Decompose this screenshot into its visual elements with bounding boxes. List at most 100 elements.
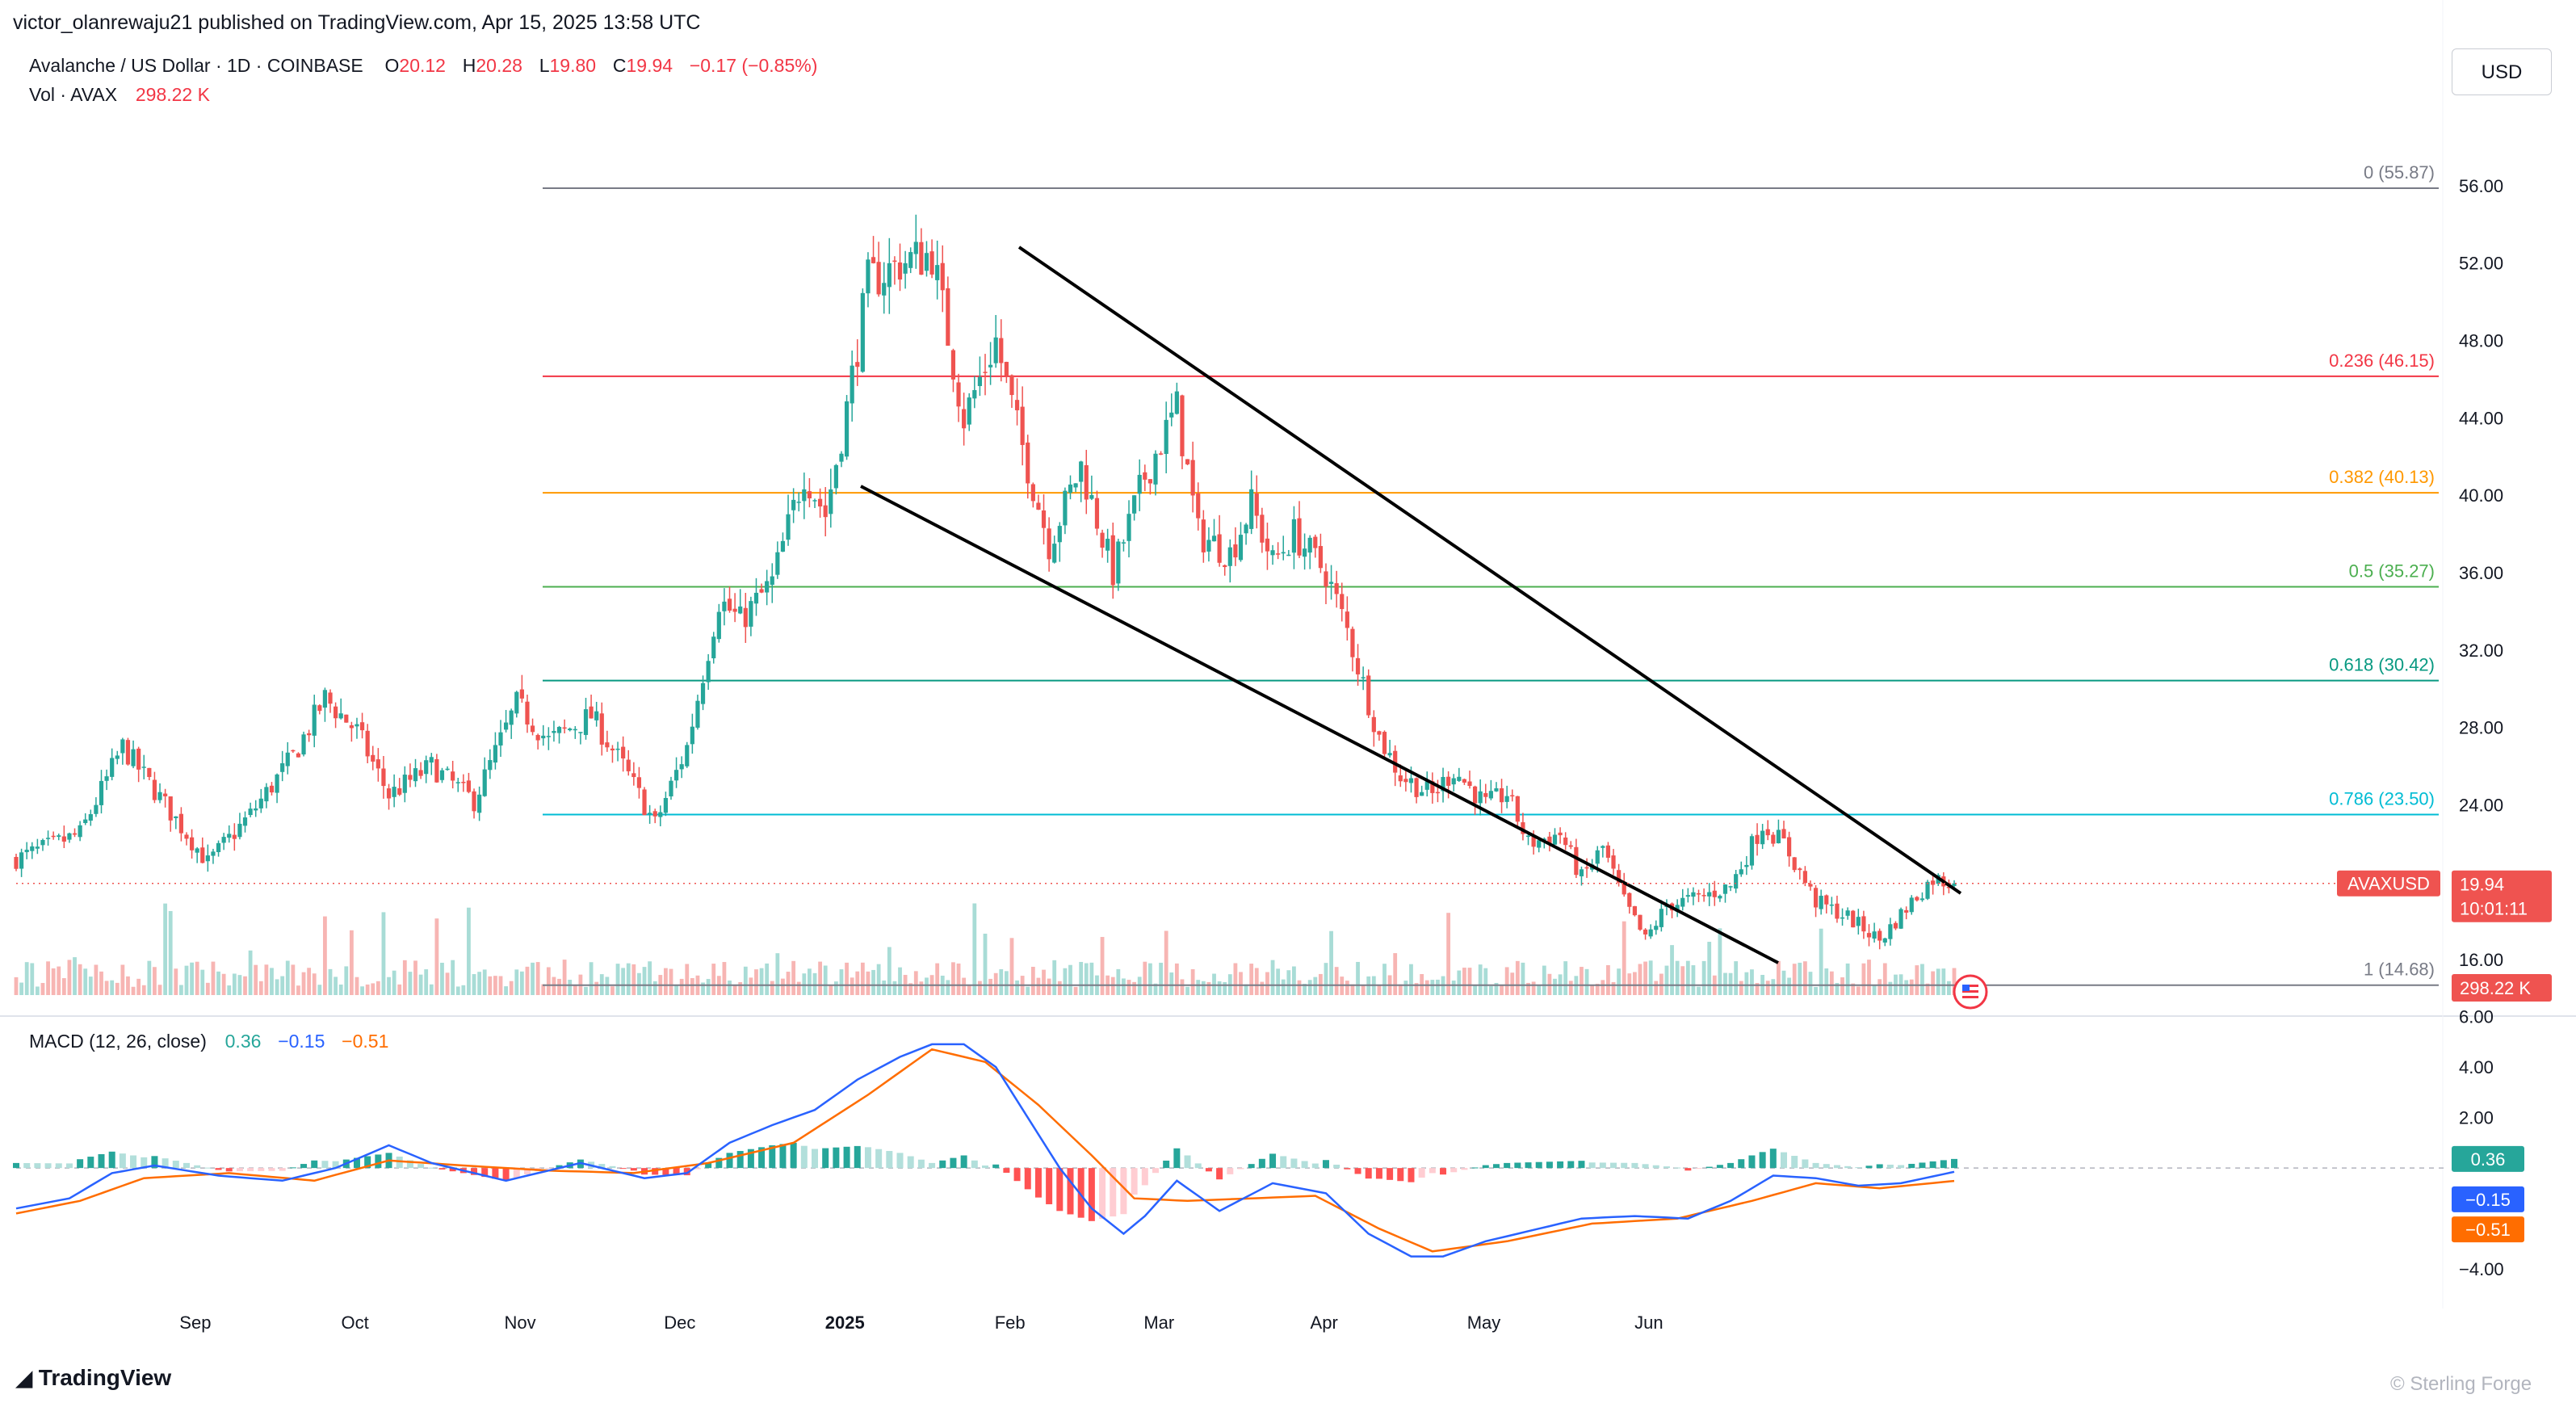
macd-hist-bar [1663, 1166, 1670, 1169]
candle-body [690, 726, 694, 745]
time-tick: Dec [664, 1312, 695, 1333]
macd-hist-bar [162, 1158, 169, 1169]
high-value: 20.28 [476, 55, 522, 76]
candle-body [1542, 838, 1546, 840]
candle-body [727, 598, 732, 611]
volume-bar [1382, 964, 1387, 995]
volume-bar [637, 972, 641, 995]
macd-hist-bar [1802, 1159, 1809, 1169]
candle-body [57, 835, 61, 838]
macd-hist-bar [247, 1168, 254, 1172]
macd-hist-bar [1812, 1162, 1819, 1169]
candle-body [216, 842, 221, 852]
candle-body [1525, 835, 1531, 838]
macd-hist-bar [364, 1156, 371, 1169]
volume-bar [1073, 986, 1078, 995]
macd-hist-bar [1535, 1161, 1542, 1169]
candle-body [1270, 550, 1275, 556]
macd-hist-bar [279, 1168, 286, 1171]
volume-bar [833, 981, 838, 995]
macd-hist-bar [1269, 1153, 1277, 1169]
candle-body [104, 776, 109, 781]
volume-bar [749, 977, 753, 995]
candle-body [1094, 498, 1100, 529]
candle-body [402, 775, 407, 793]
volume-bar [1542, 965, 1546, 995]
candle-body [163, 793, 168, 796]
candle-body [78, 825, 82, 838]
volume-bar [642, 967, 647, 995]
tradingview-logo[interactable]: ◢ TradingView [16, 1365, 171, 1391]
macd-hist-bar [1141, 1168, 1148, 1186]
volume-bar [1617, 968, 1622, 995]
candle-body [1765, 829, 1770, 836]
volume-bar [866, 971, 871, 995]
macd-hist-bar [1333, 1164, 1340, 1169]
candle-body [88, 814, 93, 821]
candle-body [493, 745, 498, 763]
candle-body [1739, 869, 1743, 875]
volume-bar [1750, 969, 1754, 995]
candle-body [716, 611, 721, 640]
volume-bar [999, 969, 1004, 995]
volume-bar [1680, 966, 1685, 995]
candle-body [488, 760, 493, 771]
macd-hist-bar [1621, 1162, 1628, 1169]
price-badges: AVAXUSD 19.94 10:01:11 298.22 K [16, 870, 2552, 1002]
candle-body [1026, 442, 1030, 484]
volume-bar [184, 965, 189, 995]
volume-bar [1100, 937, 1105, 995]
macd-hist-bar [1844, 1166, 1852, 1169]
volume-bar [1084, 963, 1089, 995]
volume-bar [690, 978, 694, 995]
candle-body [30, 846, 35, 851]
volume-label[interactable]: Vol · AVAX [29, 84, 118, 105]
volume-bar [237, 975, 242, 995]
volume-bar [344, 966, 349, 995]
candle-body [1408, 778, 1414, 783]
candle-body [1605, 845, 1611, 858]
volume-bar [1026, 986, 1030, 995]
candle-body [1824, 895, 1829, 905]
volume-bar [701, 982, 705, 995]
symbol-title[interactable]: Avalanche / US Dollar · 1D · COINBASE [29, 55, 363, 76]
volume-bar [892, 981, 897, 995]
volume-bar [1802, 961, 1807, 995]
macd-hist-bar [1886, 1164, 1894, 1169]
volume-bar [1819, 928, 1823, 995]
macd-legend-label[interactable]: MACD (12, 26, close) [29, 1031, 207, 1052]
macd-hist-bar [917, 1159, 925, 1169]
volume-bar [1249, 964, 1254, 995]
us-flag-stripe [1962, 990, 1978, 993]
volume-bar [1952, 968, 1957, 995]
macd-hist-bar [769, 1145, 776, 1169]
volume-bar [19, 982, 23, 995]
fibonacci-retracement[interactable]: 0 (55.87) 0.236 (46.15) 0.382 (40.13) 0.5 (… [543, 162, 2439, 986]
us-flag-stripe [1962, 996, 1978, 998]
candle-body [1483, 792, 1488, 797]
volume-bar [706, 979, 711, 995]
macd-hist-badge-text: 0.36 [2471, 1149, 2506, 1170]
candle-body [418, 770, 423, 776]
candle-body [876, 262, 881, 295]
candle-body [1632, 905, 1637, 916]
candle-body [568, 729, 573, 731]
volume-bar [1824, 968, 1829, 995]
macd-hist-bar [1823, 1164, 1830, 1169]
macd-hist-bar [1769, 1149, 1777, 1169]
currency-button[interactable]: USD [2452, 48, 2552, 95]
candle-body [642, 789, 647, 816]
candle-body [962, 409, 967, 429]
volume-bar [1920, 964, 1924, 995]
candle-body [695, 700, 700, 728]
candles [14, 214, 1957, 950]
candle-body [296, 753, 301, 758]
candle-body [301, 734, 306, 755]
candle-body [232, 834, 237, 839]
time-tick: Feb [995, 1312, 1026, 1333]
time-tick: Oct [342, 1312, 369, 1333]
trendlines[interactable] [860, 246, 1962, 964]
candle-body [211, 851, 216, 856]
volume-bar [568, 980, 573, 995]
